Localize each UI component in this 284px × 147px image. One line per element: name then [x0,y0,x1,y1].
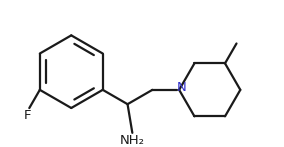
Text: N: N [177,81,187,94]
Text: NH₂: NH₂ [120,134,145,147]
Text: F: F [24,109,31,122]
